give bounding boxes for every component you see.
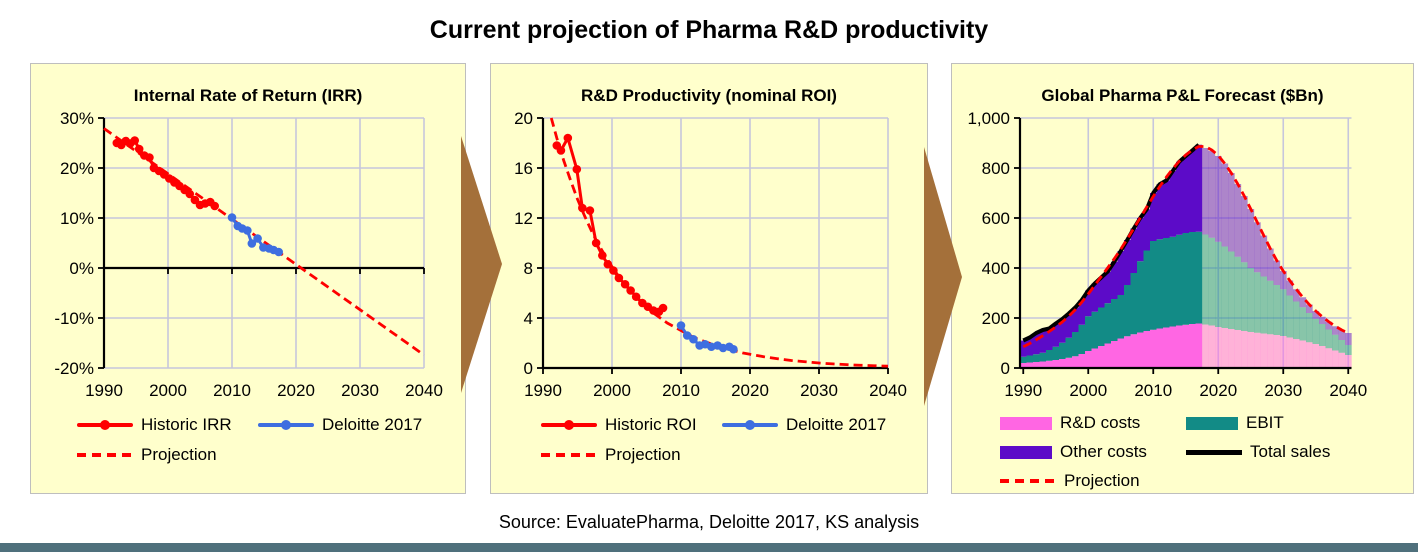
svg-text:2000: 2000 <box>1069 381 1107 400</box>
legend-item-deloitte: Deloitte 2017 <box>722 415 886 435</box>
svg-text:2030: 2030 <box>800 381 838 400</box>
roi-panel: R&D Productivity (nominal ROI) 20 16 12 8 4 0… <box>490 63 928 494</box>
historic-irr-dot <box>100 420 110 430</box>
svg-text:2000: 2000 <box>149 381 187 400</box>
legend-item-rd-costs: R&D costs <box>1000 413 1186 433</box>
irr-chart: 30% 20% 10% 0% -10% -20% 1990 2000 2010 2020 2030 2… <box>54 109 443 400</box>
svg-text:1,000: 1,000 <box>967 109 1010 128</box>
irr-chart-title: Internal Rate of Return (IRR) <box>133 86 363 105</box>
legend-label: Deloitte 2017 <box>786 415 887 434</box>
legend-label: Projection <box>141 445 217 464</box>
svg-text:2030: 2030 <box>1264 381 1302 400</box>
svg-text:2040: 2040 <box>869 381 907 400</box>
legend-label: Historic ROI <box>605 415 697 434</box>
pl-chart-title: Global Pharma P&L Forecast ($Bn) <box>1041 86 1324 105</box>
svg-text:-10%: -10% <box>54 309 94 328</box>
deloitte-line-swatch <box>258 420 314 430</box>
svg-text:200: 200 <box>982 309 1010 328</box>
svg-text:0: 0 <box>1001 359 1010 378</box>
svg-text:2040: 2040 <box>1329 381 1367 400</box>
legend-item-deloitte: Deloitte 2017 <box>258 415 422 435</box>
svg-text:0: 0 <box>524 359 533 378</box>
svg-text:10%: 10% <box>60 209 94 228</box>
pl-forecast-panel: Global Pharma P&L Forecast ($Bn) 1,000 80… <box>951 63 1414 494</box>
svg-text:16: 16 <box>514 159 533 178</box>
legend-label: Projection <box>1064 471 1140 490</box>
legend-label: EBIT <box>1246 413 1284 432</box>
svg-text:1990: 1990 <box>524 381 562 400</box>
legend-label: Historic IRR <box>141 415 232 434</box>
legend-label: Other costs <box>1060 442 1147 461</box>
irr-panel: Internal Rate of Return (IRR) 30% 20% 10% 0… <box>30 63 466 494</box>
svg-text:600: 600 <box>982 209 1010 228</box>
svg-text:30%: 30% <box>60 109 94 128</box>
historic-roi-line-swatch <box>541 420 597 430</box>
svg-text:400: 400 <box>982 259 1010 278</box>
deloitte-dot <box>745 420 755 430</box>
projection-dash-swatch <box>541 453 597 457</box>
legend-label: Deloitte 2017 <box>322 415 423 434</box>
svg-text:2020: 2020 <box>277 381 315 400</box>
legend-label: Total sales <box>1250 442 1331 461</box>
svg-text:2030: 2030 <box>341 381 379 400</box>
svg-text:1990: 1990 <box>1004 381 1042 400</box>
svg-text:2040: 2040 <box>405 381 443 400</box>
svg-text:0%: 0% <box>69 259 94 278</box>
legend-label: Projection <box>605 445 681 464</box>
svg-text:20: 20 <box>514 109 533 128</box>
historic-irr-line-swatch <box>77 420 133 430</box>
deloitte-dot <box>281 420 291 430</box>
svg-text:12: 12 <box>514 209 533 228</box>
svg-text:-20%: -20% <box>54 359 94 378</box>
deloitte-line-swatch <box>722 420 778 430</box>
ebit-swatch <box>1186 416 1238 430</box>
svg-text:800: 800 <box>982 159 1010 178</box>
footer-bar <box>0 543 1418 552</box>
page-title: Current projection of Pharma R&D product… <box>429 16 989 44</box>
svg-text:8: 8 <box>524 259 533 278</box>
legend-item-other-costs: Other costs <box>1000 442 1186 462</box>
rd-costs-swatch <box>1000 416 1052 430</box>
projection-dash-swatch <box>77 453 133 457</box>
roi-chart: 20 16 12 8 4 0 1990 2000 2010 2020 2030 2040 <box>514 109 907 400</box>
svg-text:2010: 2010 <box>662 381 700 400</box>
pl-legend: R&D costs EBIT Other costs Total sales P… <box>1000 413 1413 491</box>
svg-text:2020: 2020 <box>731 381 769 400</box>
legend-item-total-sales: Total sales <box>1186 442 1330 462</box>
legend-label: R&D costs <box>1060 413 1141 432</box>
svg-text:4: 4 <box>524 309 533 328</box>
irr-legend: Historic IRR Deloitte 2017 Projection <box>77 415 465 465</box>
other-costs-swatch <box>1000 445 1052 459</box>
svg-text:2020: 2020 <box>1199 381 1237 400</box>
legend-item-projection: Projection <box>541 445 681 465</box>
svg-text:1990: 1990 <box>85 381 123 400</box>
source-note: Source: EvaluatePharma, Deloitte 2017, K… <box>498 512 920 532</box>
legend-item-historic-roi: Historic ROI <box>541 415 722 435</box>
legend-item-ebit: EBIT <box>1186 413 1284 433</box>
legend-item-historic-irr: Historic IRR <box>77 415 258 435</box>
svg-text:2000: 2000 <box>593 381 631 400</box>
svg-text:2010: 2010 <box>213 381 251 400</box>
total-sales-line-swatch <box>1186 449 1242 455</box>
roi-legend: Historic ROI Deloitte 2017 Projection <box>541 415 927 465</box>
roi-chart-title: R&D Productivity (nominal ROI) <box>581 86 837 105</box>
projection-dash-swatch <box>1000 479 1056 483</box>
flow-arrow-icon <box>924 147 962 406</box>
svg-text:20%: 20% <box>60 159 94 178</box>
legend-item-projection: Projection <box>77 445 217 465</box>
historic-roi-dot <box>564 420 574 430</box>
legend-item-projection: Projection <box>1000 471 1140 491</box>
flow-arrow-icon <box>461 136 502 393</box>
svg-text:2010: 2010 <box>1134 381 1172 400</box>
